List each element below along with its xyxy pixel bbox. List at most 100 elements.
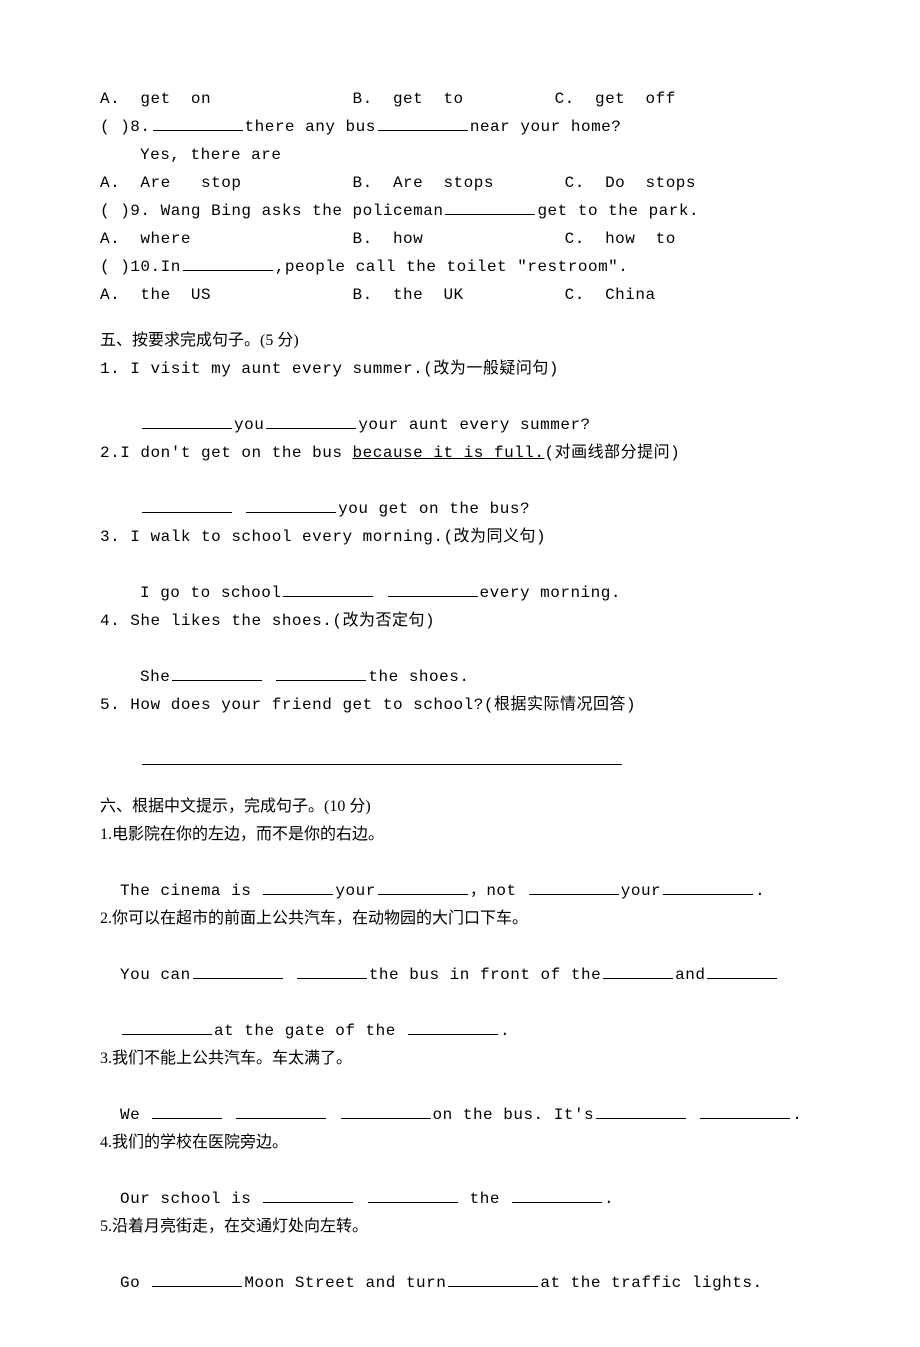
s5-q4-fill: She the shoes. bbox=[100, 663, 820, 691]
blank[interactable] bbox=[142, 412, 232, 429]
section5-heading: 五、按要求完成句子。(5 分) bbox=[100, 327, 820, 355]
s5-q5-fill bbox=[100, 747, 820, 775]
q8-options: A. Are stop B. Are stops C. Do stops bbox=[100, 169, 820, 197]
underlined-text: because it is full. bbox=[353, 444, 545, 462]
text: . bbox=[755, 882, 765, 900]
q8-mid: there any bus bbox=[245, 118, 376, 136]
text: on the bus. It's bbox=[433, 1106, 595, 1124]
text: . bbox=[792, 1106, 802, 1124]
blank[interactable] bbox=[529, 878, 619, 895]
text: Go bbox=[120, 1274, 150, 1292]
s5-q5: 5. How does your friend get to school?(根… bbox=[100, 691, 820, 719]
blank[interactable] bbox=[193, 962, 283, 979]
q9-tail: get to the park. bbox=[537, 202, 699, 220]
blank[interactable] bbox=[700, 1102, 790, 1119]
blank[interactable] bbox=[246, 496, 336, 513]
blank[interactable] bbox=[236, 1102, 326, 1119]
blank[interactable] bbox=[297, 962, 367, 979]
text: Our school is bbox=[120, 1190, 261, 1208]
blank[interactable] bbox=[603, 962, 673, 979]
text: Moon Street and turn bbox=[244, 1274, 446, 1292]
q8-tail: near your home? bbox=[470, 118, 622, 136]
s6-q2-fill-line2: at the gate of the . bbox=[100, 1017, 820, 1045]
text: 2.I don't get on the bus bbox=[100, 444, 353, 462]
s5-q1-fill: you your aunt every summer? bbox=[100, 411, 820, 439]
blank[interactable] bbox=[172, 664, 262, 681]
s5-q2: 2.I don't get on the bus because it is f… bbox=[100, 439, 820, 467]
blank[interactable] bbox=[378, 878, 468, 895]
s5-q1: 1. I visit my aunt every summer.(改为一般疑问句… bbox=[100, 355, 820, 383]
worksheet-page: A. get on B. get to C. get off ( )8. ther… bbox=[0, 0, 920, 1347]
blank[interactable] bbox=[408, 1018, 498, 1035]
s6-q2-fill-line1: You can the bus in front of the and bbox=[100, 961, 820, 989]
text: We bbox=[120, 1106, 150, 1124]
blank[interactable] bbox=[707, 962, 777, 979]
s6-q3-fill: We on the bus. It's . bbox=[100, 1101, 820, 1129]
blank[interactable] bbox=[152, 1102, 222, 1119]
s6-q2-cn: 2.你可以在超市的前面上公共汽车，在动物园的大门口下车。 bbox=[100, 905, 820, 933]
blank[interactable] bbox=[341, 1102, 431, 1119]
s5-q3: 3. I walk to school every morning.(改为同义句… bbox=[100, 523, 820, 551]
blank[interactable] bbox=[445, 198, 535, 215]
text: ，not bbox=[470, 882, 527, 900]
text: you get on the bus? bbox=[338, 500, 530, 518]
blank[interactable] bbox=[512, 1186, 602, 1203]
blank[interactable] bbox=[122, 1018, 212, 1035]
blank[interactable] bbox=[276, 664, 366, 681]
s6-q5-fill: Go Moon Street and turn at the traffic li… bbox=[100, 1269, 820, 1297]
s5-q3-fill: I go to school every morning. bbox=[100, 579, 820, 607]
blank[interactable] bbox=[596, 1102, 686, 1119]
q7-options: A. get on B. get to C. get off bbox=[100, 85, 820, 113]
q9-options: A. where B. how C. how to bbox=[100, 225, 820, 253]
s6-q5-cn: 5.沿着月亮街走，在交通灯处向左转。 bbox=[100, 1213, 820, 1241]
blank[interactable] bbox=[388, 580, 478, 597]
s6-q4-cn: 4.我们的学校在医院旁边。 bbox=[100, 1129, 820, 1157]
text: and bbox=[675, 966, 705, 984]
blank[interactable] bbox=[152, 1270, 242, 1287]
blank[interactable] bbox=[142, 496, 232, 513]
blank[interactable] bbox=[448, 1270, 538, 1287]
s5-q2-fill: you get on the bus? bbox=[100, 495, 820, 523]
blank[interactable] bbox=[183, 254, 273, 271]
text: your aunt every summer? bbox=[358, 416, 590, 434]
blank[interactable] bbox=[378, 114, 468, 131]
blank[interactable] bbox=[368, 1186, 458, 1203]
blank[interactable] bbox=[283, 580, 373, 597]
q10-prefix: ( )10.In bbox=[100, 258, 181, 276]
q8-answer: Yes, there are bbox=[100, 141, 820, 169]
text: you bbox=[234, 416, 264, 434]
q8-prefix: ( )8. bbox=[100, 118, 151, 136]
blank[interactable] bbox=[263, 1186, 353, 1203]
text: I go to school bbox=[140, 584, 281, 602]
q8-stem: ( )8. there any bus near your home? bbox=[100, 113, 820, 141]
q9-prefix: ( )9. Wang Bing asks the policeman bbox=[100, 202, 443, 220]
blank[interactable] bbox=[263, 878, 333, 895]
blank[interactable] bbox=[153, 114, 243, 131]
text: The cinema is bbox=[120, 882, 261, 900]
q9-stem: ( )9. Wang Bing asks the policeman get to… bbox=[100, 197, 820, 225]
s6-q3-cn: 3.我们不能上公共汽车。车太满了。 bbox=[100, 1045, 820, 1073]
text: You can bbox=[120, 966, 191, 984]
text: the bus in front of the bbox=[369, 966, 601, 984]
text: your bbox=[335, 882, 375, 900]
text: every morning. bbox=[480, 584, 621, 602]
text: at the gate of the bbox=[214, 1022, 406, 1040]
text: the shoes. bbox=[368, 668, 469, 686]
s6-q4-fill: Our school is the . bbox=[100, 1185, 820, 1213]
blank[interactable] bbox=[142, 748, 622, 765]
text: She bbox=[140, 668, 170, 686]
q10-stem: ( )10.In ,people call the toilet "restroo… bbox=[100, 253, 820, 281]
text: (对画线部分提问) bbox=[544, 444, 680, 462]
text: the bbox=[460, 1190, 511, 1208]
blank[interactable] bbox=[266, 412, 356, 429]
s6-q1-cn: 1.电影院在你的左边，而不是你的右边。 bbox=[100, 821, 820, 849]
text: at the traffic lights. bbox=[540, 1274, 762, 1292]
section6-heading: 六、根据中文提示，完成句子。(10 分) bbox=[100, 793, 820, 821]
text: . bbox=[604, 1190, 614, 1208]
text: your bbox=[621, 882, 661, 900]
s5-q4: 4. She likes the shoes.(改为否定句) bbox=[100, 607, 820, 635]
blank[interactable] bbox=[663, 878, 753, 895]
q10-tail: ,people call the toilet "restroom". bbox=[275, 258, 629, 276]
q10-options: A. the US B. the UK C. China bbox=[100, 281, 820, 309]
text: . bbox=[500, 1022, 510, 1040]
